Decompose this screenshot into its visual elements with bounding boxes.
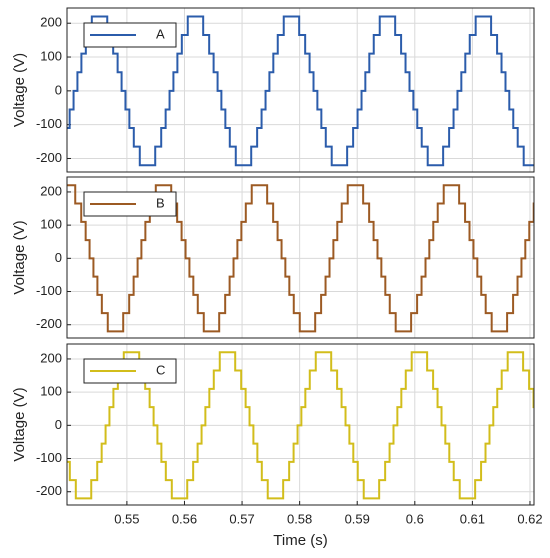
y-tick-label: 100 [40,48,62,63]
x-tick-label: 0.57 [229,511,254,526]
series-line [67,15,534,167]
plot-lines [67,15,534,167]
x-tick-label: 0.56 [172,511,197,526]
y-tick-label: -100 [36,283,62,298]
y-tick-label: 0 [55,417,62,432]
y-tick-label: -200 [36,150,62,165]
legend-label: A [156,26,165,41]
x-axis-label: Time (s) [273,532,327,549]
plot-lines [67,184,534,333]
y-tick-label: 200 [40,15,62,30]
y-axis-label: Voltage (V) [11,387,28,461]
x-tick-label: 0.6 [406,511,424,526]
x-tick-label: 0.59 [345,511,370,526]
series-line [67,351,534,500]
y-tick-label: -100 [36,450,62,465]
y-tick-label: 200 [40,350,62,365]
y-tick-label: 100 [40,217,62,232]
y-axis-label: Voltage (V) [11,220,28,294]
x-tick-label: 0.55 [114,511,139,526]
plot-lines [67,351,534,500]
y-tick-label: -200 [36,316,62,331]
x-tick-label: 0.62 [517,511,542,526]
series-line [67,184,534,333]
plot-frame [66,7,535,173]
plot-frame [66,343,535,506]
y-tick-label: -100 [36,116,62,131]
y-tick-label: 100 [40,384,62,399]
legend-label: C [156,362,165,377]
legend-label: B [156,195,165,210]
x-tick-label: 0.58 [287,511,312,526]
y-axis-label: Voltage (V) [11,53,28,127]
x-tick-label: 0.61 [460,511,485,526]
plot-frame [66,176,535,339]
y-tick-label: 0 [55,250,62,265]
y-tick-label: 0 [55,82,62,97]
y-tick-label: -200 [36,483,62,498]
y-tick-label: 200 [40,183,62,198]
